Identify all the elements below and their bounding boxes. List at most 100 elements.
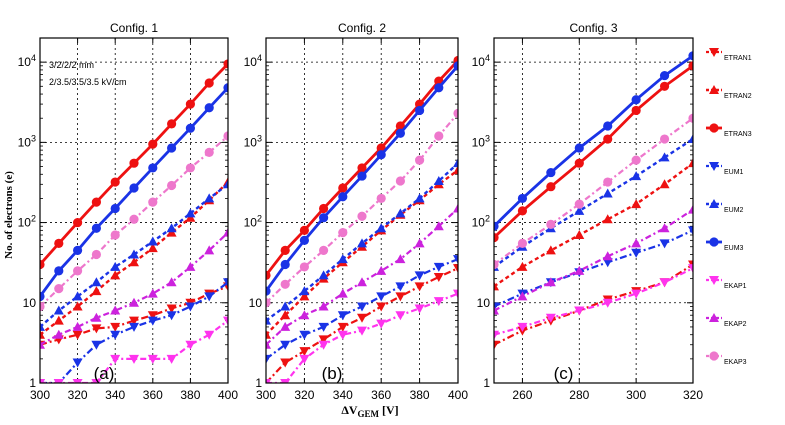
x-tick-label: 300	[626, 388, 646, 402]
data-point-eum3	[659, 70, 670, 81]
data-point-ekap1	[517, 322, 528, 332]
data-point-etran3	[223, 59, 228, 69]
x-tick-label: 360	[371, 388, 391, 402]
data-point-eum1	[453, 255, 458, 265]
legend-label: ETRAN2	[724, 93, 752, 100]
data-point-eum2	[659, 152, 670, 162]
data-point-etran3	[54, 238, 64, 248]
y-tick-label: 103	[472, 133, 490, 149]
data-point-ekap2	[395, 254, 406, 264]
data-point-eum2	[147, 236, 158, 246]
data-point-etran3	[357, 163, 367, 173]
data-point-ekap2	[517, 291, 528, 301]
data-point-eum1	[280, 340, 291, 350]
data-point-eum2	[204, 193, 215, 203]
plot-frame	[493, 37, 694, 384]
data-point-etran2	[147, 243, 158, 253]
data-point-eum2	[414, 193, 425, 203]
data-point-etran1	[147, 311, 158, 321]
y-tick-label: 10	[23, 296, 37, 310]
data-point-ekap2	[110, 305, 121, 315]
series-group	[494, 51, 693, 350]
data-point-ekap3	[54, 284, 64, 294]
data-point-eum3	[453, 61, 458, 71]
data-point-ekap2	[53, 329, 64, 339]
data-point-ekap3	[73, 266, 83, 276]
data-point-ekap3	[338, 227, 348, 238]
data-point-ekap2	[266, 339, 271, 349]
data-point-eum1	[266, 354, 271, 364]
data-point-ekap1	[53, 379, 64, 383]
legend-label: EUM2	[724, 207, 744, 214]
data-point-etran1	[91, 324, 102, 334]
data-point-ekap3	[319, 245, 329, 255]
chart-panel-1: 1 10 102 103 104 300 320 340 360 380 400 Config. 1 (…	[18, 21, 239, 402]
data-point-ekap1	[185, 340, 196, 350]
data-point-etran2	[517, 261, 528, 271]
legend-item-eum3: EUM3	[706, 237, 744, 252]
data-point-eum1	[110, 330, 121, 340]
data-point-ekap2	[688, 204, 693, 214]
data-point-eum3	[129, 183, 139, 193]
legend-marker	[709, 85, 719, 94]
series-line-ekap3	[266, 112, 458, 304]
data-point-ekap3	[453, 108, 458, 118]
data-point-ekap2	[72, 321, 83, 331]
data-point-ekap1	[72, 379, 83, 383]
data-point-eum3	[434, 83, 444, 93]
legend-label: EKAP1	[724, 283, 747, 290]
data-point-etran3	[546, 182, 556, 192]
data-point-eum1	[129, 322, 139, 332]
data-point-eum3	[204, 103, 214, 113]
data-point-etran2	[545, 245, 556, 255]
data-point-eum2	[299, 286, 310, 296]
legend-marker	[709, 313, 719, 322]
data-point-eum3	[415, 105, 425, 116]
data-point-etran1	[376, 302, 387, 312]
data-point-ekap2	[280, 321, 291, 331]
legend-marker	[709, 162, 719, 171]
legend-label: EKAP2	[724, 321, 747, 328]
data-point-etran3	[517, 206, 528, 216]
data-point-ekap2	[223, 227, 228, 237]
y-tick-label: 103	[244, 133, 262, 149]
data-point-ekap1	[494, 330, 499, 340]
data-point-eum1	[337, 311, 348, 321]
y-tick-label: 102	[472, 214, 490, 230]
data-point-etran3	[185, 99, 195, 109]
data-point-eum3	[223, 83, 228, 93]
data-point-etran2	[110, 270, 121, 280]
data-point-ekap2	[166, 277, 177, 287]
data-point-etran1	[299, 347, 310, 357]
series-line-eum3	[494, 54, 693, 228]
data-point-etran1	[494, 340, 499, 350]
data-point-eum2	[395, 208, 406, 218]
data-point-etran3	[148, 139, 158, 149]
y-tick-label: 10	[477, 296, 491, 310]
data-point-eum1	[688, 226, 693, 236]
data-point-ekap1	[110, 354, 121, 364]
data-point-etran3	[603, 134, 613, 144]
data-point-ekap2	[494, 305, 499, 315]
data-point-eum3	[266, 286, 271, 296]
data-point-ekap2	[433, 221, 444, 231]
data-point-etran1	[166, 304, 177, 314]
data-point-etran2	[453, 165, 458, 175]
data-point-etran2	[72, 301, 83, 311]
x-tick-label: 280	[569, 388, 589, 402]
data-point-ekap2	[602, 251, 613, 261]
data-point-etran1	[110, 322, 121, 332]
legend-label: EUM3	[724, 245, 744, 252]
series-line-eum2	[40, 183, 228, 328]
data-point-etran1	[357, 313, 367, 323]
data-point-eum2	[166, 223, 177, 233]
data-point-ekap2	[204, 245, 215, 255]
data-point-ekap3	[167, 180, 177, 191]
data-point-etran1	[395, 292, 406, 302]
data-point-ekap1	[91, 379, 102, 383]
data-point-ekap1	[688, 264, 693, 274]
data-point-etran1	[72, 330, 83, 340]
x-tick-label: 320	[68, 388, 88, 402]
data-point-eum1	[414, 271, 425, 281]
y-tick-label: 1	[483, 376, 490, 390]
